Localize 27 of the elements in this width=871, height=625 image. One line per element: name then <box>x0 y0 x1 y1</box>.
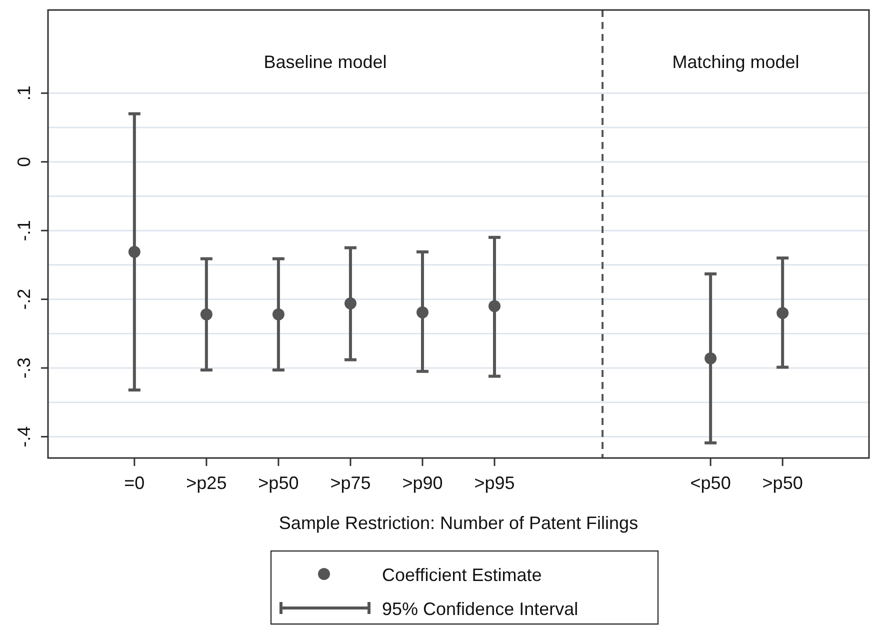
x-tick-label: >p75 <box>330 473 371 493</box>
x-tick-label: >p50 <box>762 473 803 493</box>
y-tick-label: .1 <box>14 86 34 101</box>
x-tick-label: >p50 <box>258 473 299 493</box>
point <box>200 308 212 320</box>
x-tick-label: >p25 <box>186 473 227 493</box>
x-tick-label: =0 <box>124 473 145 493</box>
point <box>776 307 789 320</box>
y-tick-label: 0 <box>14 156 34 167</box>
text: 95% Confidence Interval <box>382 599 578 619</box>
x-tick-label: >p95 <box>474 473 515 493</box>
point <box>128 246 140 258</box>
annotation: Matching model <box>672 52 800 72</box>
point <box>272 308 284 320</box>
y-tick-label: -.2 <box>14 288 34 310</box>
x-tick-label: >p90 <box>402 473 443 493</box>
point <box>416 306 428 318</box>
annotation: Baseline model <box>264 52 387 72</box>
x-tick-label: <p50 <box>690 473 731 493</box>
point <box>344 297 356 310</box>
text: Coefficient Estimate <box>382 565 542 585</box>
y-tick-label: -.3 <box>14 357 34 378</box>
y-tick-label: -.1 <box>14 220 34 242</box>
point <box>704 352 717 364</box>
y-tick-label: -.4 <box>14 426 34 448</box>
point <box>488 300 501 312</box>
x-axis-title: Sample Restriction: Number of Patent Filings <box>278 513 638 533</box>
